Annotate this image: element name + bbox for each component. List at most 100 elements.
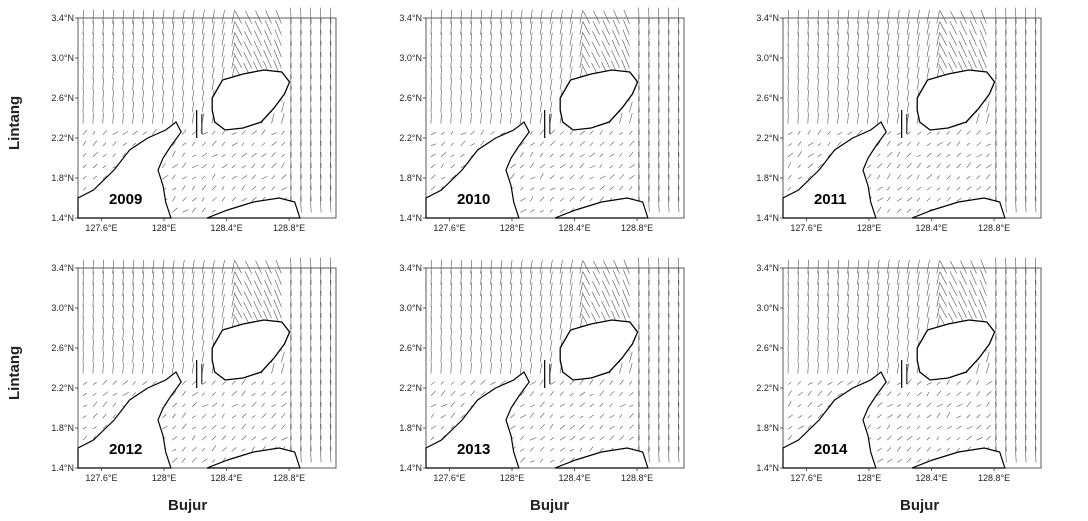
wind-arrow (241, 413, 247, 419)
wind-arrow (440, 403, 448, 408)
wind-arrow (638, 29, 640, 46)
wind-arrow (877, 414, 882, 419)
wind-arrow (221, 403, 225, 408)
wind-arrow (102, 165, 107, 169)
wind-arrow (191, 282, 195, 296)
wind-arrow (807, 401, 813, 408)
wind-arrow (172, 44, 175, 57)
wind-arrow (857, 380, 861, 385)
wind-arrow (916, 32, 920, 46)
wind-arrow (629, 436, 634, 441)
wind-arrow (579, 259, 583, 274)
wind-arrow (1015, 324, 1017, 341)
wind-arrow (619, 425, 624, 430)
wind-arrow (926, 32, 930, 46)
wind-arrow (579, 175, 584, 180)
lat-tick-label: 1.8°N (51, 423, 74, 433)
wind-arrow (181, 162, 187, 169)
wind-arrow (847, 316, 850, 330)
wind-arrow (787, 259, 789, 274)
wind-arrow (837, 259, 840, 274)
wind-arrow (470, 9, 473, 24)
wind-arrow (609, 435, 615, 441)
wind-arrow (221, 381, 226, 385)
wind-arrow (490, 351, 492, 363)
wind-arrow (162, 271, 165, 285)
wind-arrow (549, 129, 556, 135)
wind-arrow (261, 164, 266, 169)
lat-tick-label: 3.0°N (399, 303, 422, 313)
wind-arrow (480, 66, 482, 80)
wind-arrow (877, 112, 880, 124)
wind-arrow (132, 316, 134, 330)
wind-arrow (92, 351, 94, 363)
wind-arrow (510, 305, 513, 319)
wind-arrow (221, 141, 226, 146)
wind-arrow (490, 9, 493, 24)
wind-arrow (787, 186, 792, 191)
wind-arrow (946, 403, 952, 408)
wind-arrow (956, 141, 961, 146)
wind-arrow (82, 140, 87, 146)
wind-arrow (500, 380, 507, 385)
wind-arrow (510, 271, 513, 285)
wind-arrow (603, 10, 610, 24)
wind-arrow (211, 282, 215, 296)
wind-arrow (837, 141, 842, 146)
y-axis-title-bottom: Lintang (6, 345, 23, 400)
wind-arrow (986, 351, 990, 363)
wind-arrow (275, 259, 282, 274)
wind-arrow (956, 425, 962, 430)
wind-arrow (82, 381, 88, 385)
wind-arrow (601, 40, 610, 58)
wind-arrow (201, 89, 205, 102)
wind-arrow (668, 279, 670, 296)
wind-arrow (668, 63, 670, 80)
wind-arrow (300, 390, 302, 407)
wind-arrow (648, 29, 650, 46)
lon-tick-label: 127.6°E (433, 223, 465, 233)
wind-arrow (201, 163, 207, 169)
wind-arrow (430, 143, 436, 147)
wind-arrow (191, 435, 196, 441)
wind-arrow (152, 305, 155, 319)
wind-arrow (1025, 301, 1027, 319)
wind-arrow (520, 78, 523, 91)
wind-arrow (857, 21, 860, 35)
wind-arrow (648, 163, 650, 180)
wind-arrow (658, 279, 660, 296)
wind-arrow (460, 55, 462, 69)
wind-arrow (490, 78, 492, 91)
wind-arrow (310, 18, 312, 35)
wind-arrow (201, 32, 205, 46)
wind-arrow (310, 413, 312, 430)
wind-arrow (569, 271, 573, 285)
wind-arrow (807, 89, 809, 102)
wind-arrow (976, 175, 981, 180)
wind-arrow (320, 301, 322, 319)
wind-arrow (549, 414, 553, 419)
wind-arrow (847, 362, 849, 374)
wind-arrow (520, 175, 525, 180)
wind-arrow (995, 279, 997, 296)
wind-arrow (520, 67, 523, 80)
wind-arrow (112, 305, 114, 319)
wind-arrow (191, 294, 195, 307)
lat-tick-label: 2.2°N (756, 383, 779, 393)
wind-arrow (122, 112, 124, 124)
wind-arrow (621, 49, 630, 69)
wind-arrow (886, 9, 890, 24)
wind-arrow (559, 391, 564, 396)
wind-arrow (92, 339, 94, 352)
wind-arrow (938, 42, 947, 58)
wind-arrow (92, 271, 94, 285)
wind-arrow (300, 368, 302, 385)
wind-arrow (181, 259, 185, 274)
wind-arrow (290, 401, 292, 419)
wind-arrow (440, 259, 442, 274)
wind-arrow (300, 18, 302, 35)
wind-arrow (290, 40, 292, 57)
wind-arrow (948, 51, 957, 69)
wind-arrow (300, 129, 302, 146)
wind-arrow (658, 346, 660, 363)
